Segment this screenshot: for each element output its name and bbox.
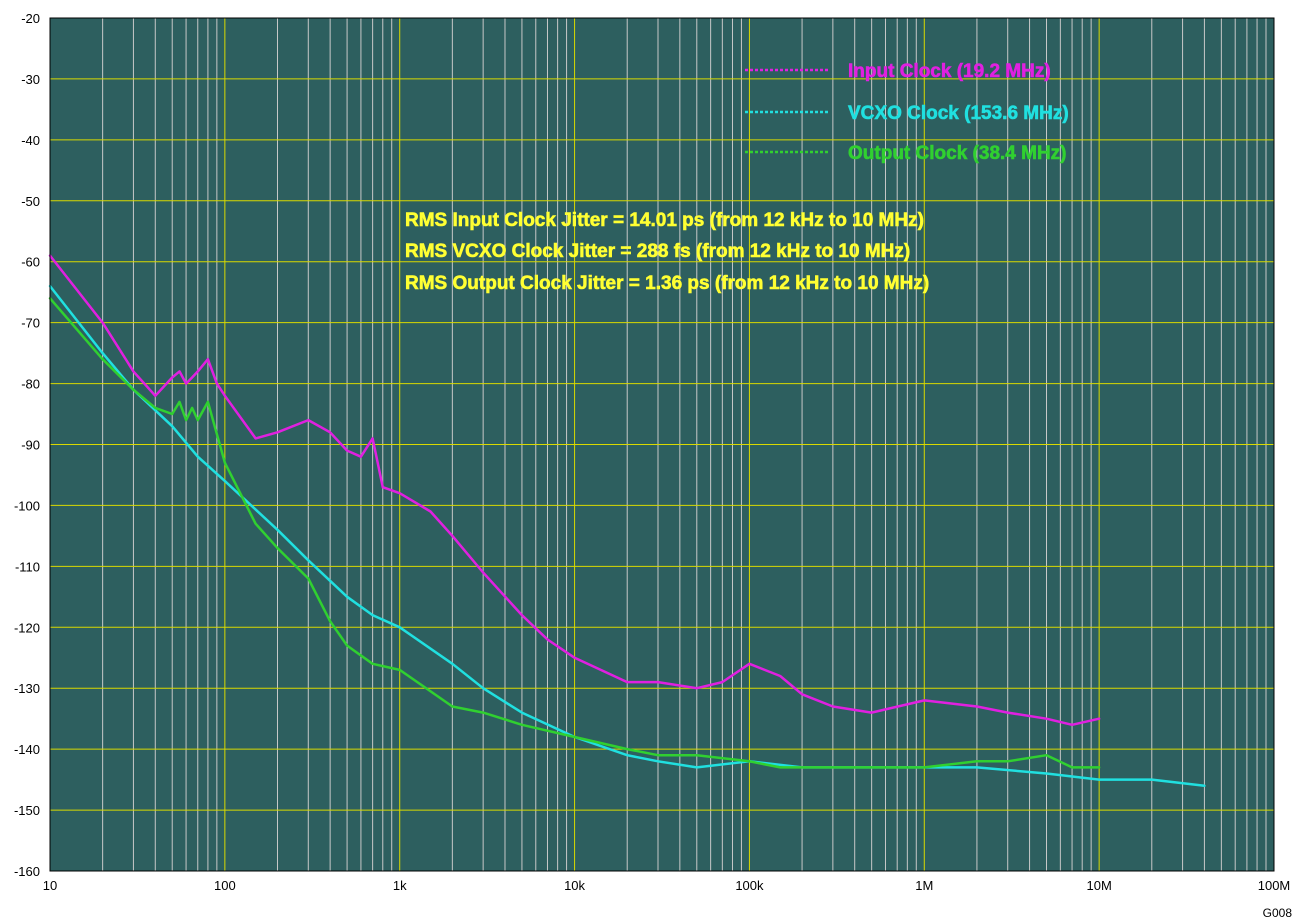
- x-tick-label: 100: [214, 878, 236, 893]
- y-tick-label: -120: [14, 620, 40, 635]
- axes: 10 100 1k 10k 100k 1M 10M 100M -20 -30 -40 -50 -60 -7…: [14, 11, 1290, 893]
- series-line-1: [48, 254, 1101, 727]
- series-line-2: [48, 284, 1206, 787]
- series-line-3: [48, 297, 1101, 769]
- series-layer: [48, 254, 1206, 787]
- x-tick-label: 10k: [564, 878, 585, 893]
- y-tick-label: -50: [21, 194, 40, 209]
- y-tick-label: -60: [21, 255, 40, 270]
- x-tick-label: 100k: [735, 878, 764, 893]
- y-tick-label: -140: [14, 742, 40, 757]
- y-tick-label: -40: [21, 133, 40, 148]
- legend-label-2: VCXO Clock (153.6 MHz): [848, 103, 1069, 124]
- figure-id: G008: [1262, 906, 1292, 920]
- y-tick-label: -20: [21, 11, 40, 26]
- jitter-annotation-1: RMS Input Clock Jitter = 14.01 ps (from …: [405, 210, 924, 231]
- y-tick-label: -160: [14, 864, 40, 879]
- jitter-annotation-3: RMS Output Clock Jitter = 1.36 ps (from …: [405, 273, 929, 294]
- y-tick-label: -100: [14, 498, 40, 513]
- x-tick-label: 1M: [915, 878, 933, 893]
- y-tick-label: -80: [21, 377, 40, 392]
- y-tick-label: -150: [14, 803, 40, 818]
- y-tick-label: -70: [21, 316, 40, 331]
- legend-label-1: Input Clock (19.2 MHz): [848, 61, 1051, 82]
- legend-label-3: Output Clock (38.4 MHz): [848, 143, 1067, 164]
- plot-frame: [49, 17, 1275, 872]
- x-tick-label: 10: [43, 878, 57, 893]
- y-tick-label: -30: [21, 72, 40, 87]
- annotations: RMS Input Clock Jitter = 14.01 ps (from …: [405, 210, 930, 295]
- x-tick-label: 100M: [1258, 878, 1291, 893]
- legend: Input Clock (19.2 MHz) VCXO Clock (153.6 …: [745, 61, 1069, 164]
- x-tick-label: 1k: [393, 878, 407, 893]
- jitter-annotation-2: RMS VCXO Clock Jitter = 288 fs (from 12 …: [405, 241, 910, 262]
- x-tick-label: 10M: [1086, 878, 1111, 893]
- y-tick-label: -90: [21, 438, 40, 453]
- plot-layer: [49, 17, 1275, 872]
- y-tick-label: -130: [14, 681, 40, 696]
- y-tick-label: -110: [15, 559, 40, 574]
